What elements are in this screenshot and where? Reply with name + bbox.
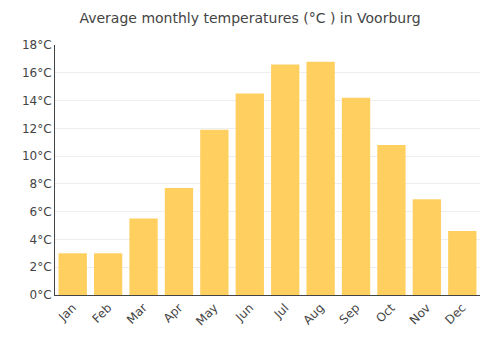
svg-text:Jul: Jul	[271, 301, 292, 322]
svg-text:Average monthly temperatures (: Average monthly temperatures (°C ) in Vo…	[79, 10, 420, 26]
svg-text:8°C: 8°C	[30, 177, 52, 191]
svg-text:Nov: Nov	[407, 301, 433, 327]
svg-text:May: May	[193, 301, 220, 328]
svg-text:0°C: 0°C	[30, 288, 52, 302]
svg-text:Mar: Mar	[124, 301, 150, 327]
svg-text:Oct: Oct	[373, 301, 398, 326]
svg-text:10°C: 10°C	[22, 149, 52, 163]
svg-text:Feb: Feb	[90, 301, 115, 326]
svg-text:4°C: 4°C	[30, 233, 52, 247]
svg-text:Aug: Aug	[301, 301, 327, 327]
svg-text:6°C: 6°C	[30, 205, 52, 219]
svg-text:16°C: 16°C	[22, 66, 52, 80]
svg-text:Jun: Jun	[232, 301, 256, 325]
svg-text:Dec: Dec	[442, 301, 468, 327]
svg-text:2°C: 2°C	[30, 260, 52, 274]
svg-text:Jan: Jan	[55, 301, 79, 325]
svg-text:14°C: 14°C	[22, 94, 52, 108]
svg-text:Apr: Apr	[161, 301, 186, 326]
svg-text:12°C: 12°C	[22, 122, 52, 136]
svg-text:Sep: Sep	[337, 301, 363, 327]
svg-text:18°C: 18°C	[22, 38, 52, 52]
